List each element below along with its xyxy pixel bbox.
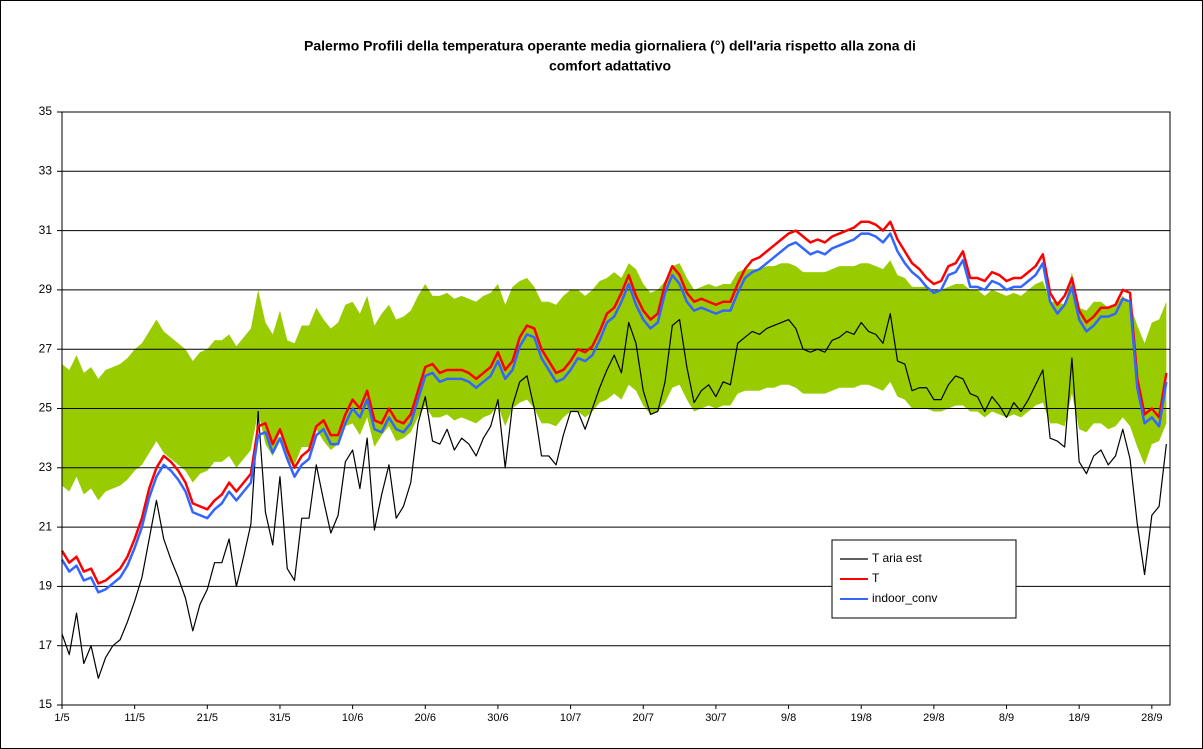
legend-label: indoor_conv [872,591,937,605]
legend-label: T aria est [872,551,922,565]
y-tick-label: 25 [39,401,53,415]
y-tick-label: 29 [39,282,53,296]
y-tick-label: 21 [39,519,53,533]
series-line [60,220,1168,585]
y-tick-label: 31 [39,223,53,237]
y-tick-label: 33 [39,163,53,177]
y-tick-label: 35 [39,104,53,118]
x-tick-label: 11/5 [124,712,145,724]
y-tick-label: 23 [39,460,53,474]
series-line [60,232,1168,594]
x-tick-label: 30/7 [705,712,726,724]
y-tick-label: 27 [39,341,53,355]
x-tick-label: 31/5 [269,712,290,724]
x-tick-label: 10/7 [560,712,581,724]
legend-label: T [872,571,880,585]
chart-title: Palermo Profili della temperatura operan… [304,38,916,54]
x-tick-label: 19/8 [851,712,872,724]
y-tick-label: 15 [39,697,53,711]
y-tick-label: 19 [39,579,53,593]
x-tick-label: 29/8 [923,712,944,724]
x-tick-label: 8/9 [999,712,1014,724]
chart-title: comfort adattativo [549,58,671,74]
x-tick-label: 21/5 [197,712,218,724]
x-tick-label: 20/7 [633,712,654,724]
x-tick-label: 9/8 [781,712,796,724]
y-tick-label: 17 [39,638,53,652]
x-tick-label: 28/9 [1141,712,1162,724]
x-tick-label: 20/6 [415,712,436,724]
series-line [61,313,1167,679]
plot-frame [61,111,1171,706]
x-tick-label: 1/5 [54,712,69,724]
x-tick-label: 10/6 [342,712,363,724]
x-tick-label: 18/9 [1068,712,1089,724]
x-tick-label: 30/6 [487,712,508,724]
